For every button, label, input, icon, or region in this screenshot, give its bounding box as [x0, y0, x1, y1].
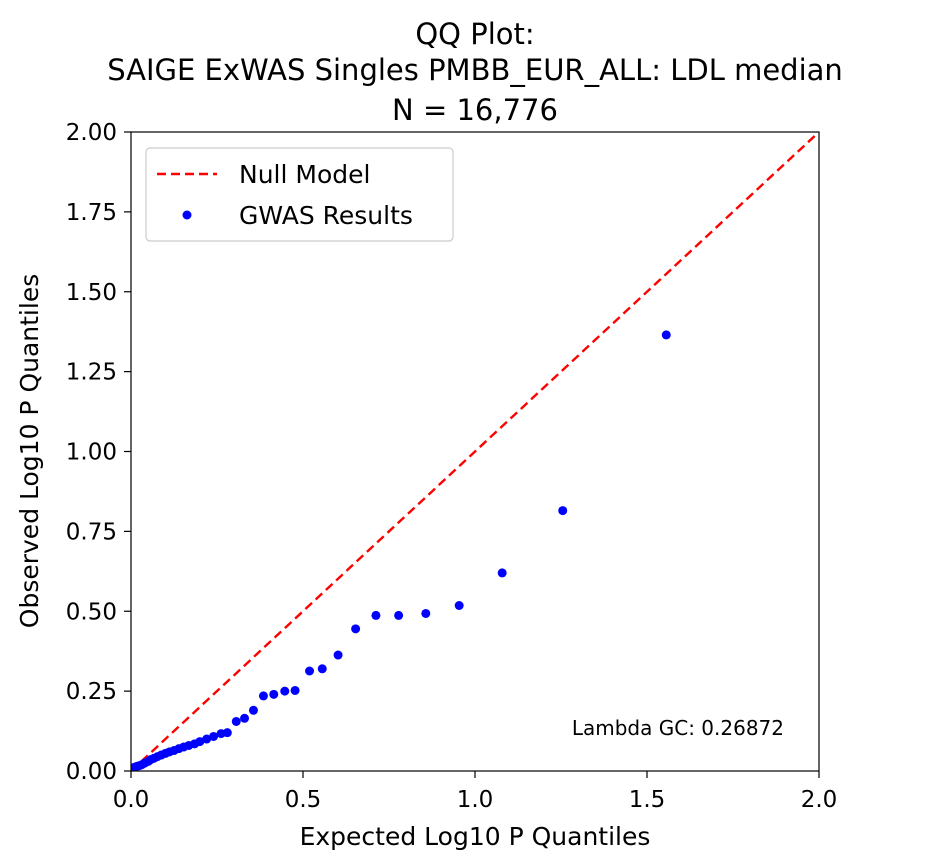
- y-tick-label: 0.50: [66, 599, 117, 625]
- chart-title-line-1: QQ Plot:: [415, 17, 534, 51]
- x-tick-label: 1.5: [629, 787, 666, 813]
- gwas-point: [131, 764, 137, 771]
- x-tick-label: 2.0: [801, 787, 838, 813]
- legend-gwas-results-label: GWAS Results: [239, 201, 413, 230]
- gwas-point: [454, 600, 464, 610]
- gwas-point: [371, 610, 381, 620]
- legend-gwas-results-marker: [182, 210, 192, 220]
- gwas-point: [216, 729, 226, 739]
- gwas-point: [333, 650, 343, 660]
- y-tick-label: 1.25: [66, 360, 117, 386]
- y-tick-label: 1.50: [66, 280, 117, 306]
- lambda-gc-annotation: Lambda GC: 0.26872: [572, 716, 784, 740]
- gwas-point: [248, 705, 258, 715]
- gwas-point: [305, 666, 315, 676]
- x-axis-ticks: 0.0 0.5 1.0 1.5 2.0: [113, 771, 838, 813]
- y-tick-label: 2.00: [66, 120, 117, 146]
- gwas-point: [317, 664, 327, 674]
- y-tick-label: 0.25: [66, 679, 117, 705]
- gwas-point: [421, 608, 431, 618]
- null-model-line: [131, 132, 819, 771]
- gwas-point: [290, 685, 300, 695]
- legend-box: [145, 147, 454, 242]
- gwas-point: [209, 731, 219, 741]
- gwas-point: [280, 686, 290, 696]
- gwas-point: [240, 713, 250, 723]
- x-tick-label: 1.0: [457, 787, 494, 813]
- gwas-point: [231, 716, 241, 726]
- gwas-point: [394, 610, 404, 620]
- gwas-point: [258, 691, 268, 701]
- gwas-point: [351, 624, 361, 634]
- y-axis-label: Observed Log10 P Quantiles: [15, 274, 44, 628]
- gwas-points-layer: [131, 330, 671, 771]
- y-tick-label: 1.75: [66, 200, 117, 226]
- gwas-point: [661, 330, 671, 340]
- null-model-line-layer: [131, 132, 819, 771]
- gwas-point: [497, 568, 507, 578]
- chart-title-line-2: SAIGE ExWAS Singles PMBB_EUR_ALL: LDL me…: [107, 53, 843, 87]
- x-tick-label: 0.0: [113, 787, 150, 813]
- y-tick-label: 1.00: [66, 440, 117, 466]
- y-tick-label: 0.00: [66, 759, 117, 785]
- x-tick-label: 0.5: [285, 787, 322, 813]
- x-axis-label: Expected Log10 P Quantiles: [300, 822, 651, 851]
- legend: Null Model GWAS Results: [145, 147, 454, 242]
- legend-null-model-label: Null Model: [239, 160, 370, 189]
- y-axis-ticks: 0.00 0.25 0.50 0.75 1.00 1.25 1.50 1.75 2.00: [66, 120, 131, 785]
- gwas-point: [558, 506, 568, 516]
- chart-title-line-3: N = 16,776: [392, 93, 558, 127]
- gwas-point: [202, 734, 212, 744]
- y-tick-label: 0.75: [66, 519, 117, 545]
- gwas-point: [269, 689, 279, 699]
